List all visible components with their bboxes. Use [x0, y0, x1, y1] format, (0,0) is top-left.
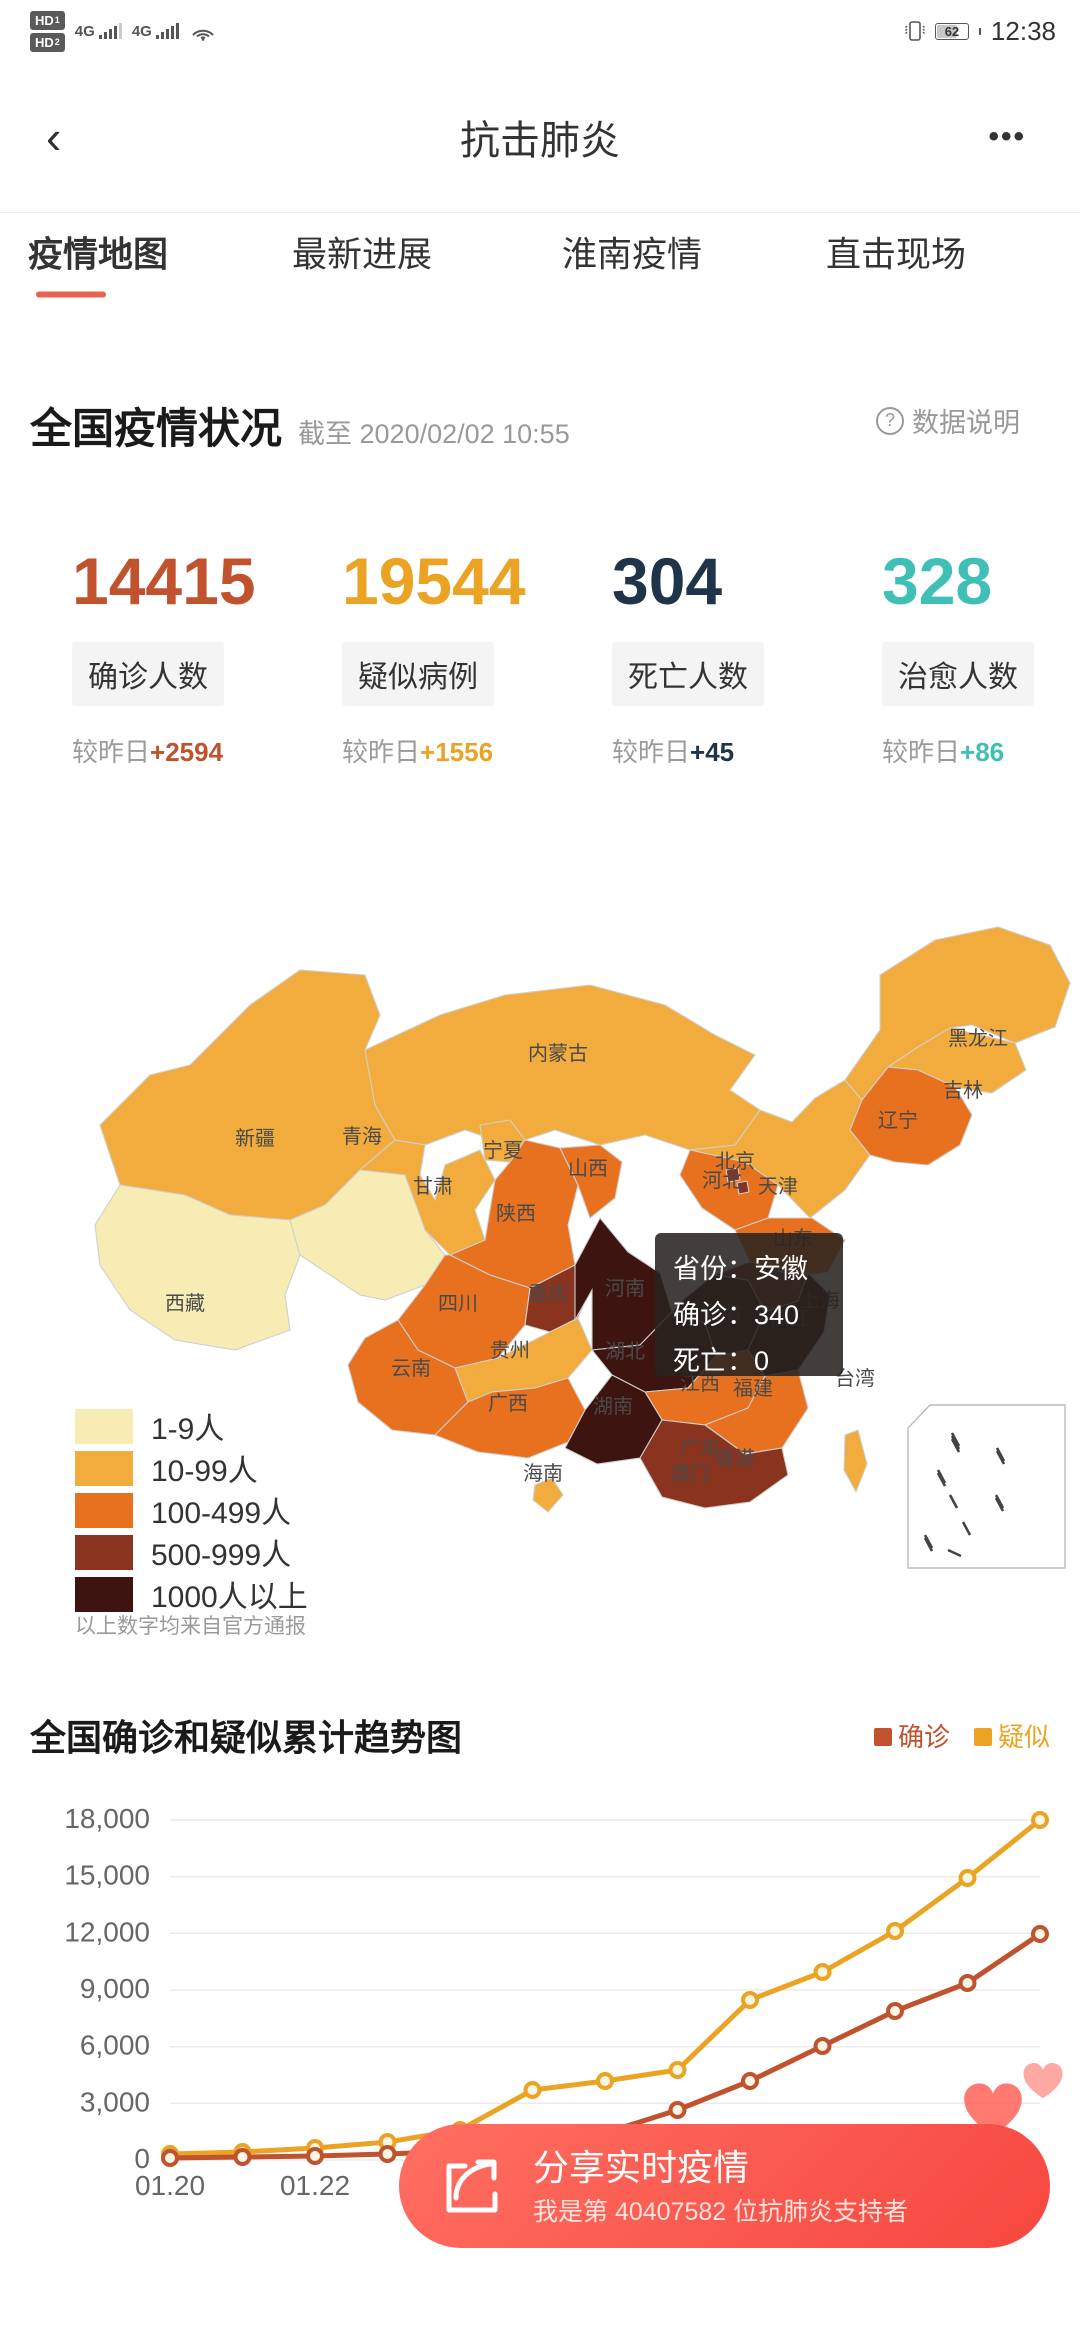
svg-text:河南: 河南	[605, 1277, 645, 1300]
svg-text:重庆: 重庆	[528, 1282, 568, 1305]
svg-text:贵州: 贵州	[490, 1339, 530, 1362]
svg-text:天津: 天津	[758, 1175, 798, 1198]
svg-text:青海: 青海	[342, 1125, 382, 1148]
svg-text:辽宁: 辽宁	[878, 1109, 918, 1132]
svg-text:陕西: 陕西	[496, 1202, 536, 1225]
svg-text:香港: 香港	[715, 1447, 755, 1470]
svg-text:北京: 北京	[715, 1150, 755, 1173]
svg-text:15,000: 15,000	[64, 1860, 150, 1891]
svg-text:01.22: 01.22	[280, 2170, 350, 2201]
svg-text:9,000: 9,000	[80, 1973, 150, 2004]
svg-text:宁夏: 宁夏	[483, 1139, 523, 1162]
svg-text:内蒙古: 内蒙古	[528, 1042, 588, 1065]
svg-text:18,000: 18,000	[64, 1803, 150, 1834]
svg-text:澳门: 澳门	[670, 1462, 710, 1485]
svg-text:甘肃: 甘肃	[413, 1175, 453, 1198]
svg-text:西藏: 西藏	[165, 1292, 205, 1315]
svg-text:广东: 广东	[680, 1437, 720, 1460]
svg-text:云南: 云南	[391, 1357, 431, 1380]
svg-text:湖南: 湖南	[593, 1395, 633, 1418]
svg-text:新疆: 新疆	[235, 1127, 275, 1150]
svg-text:01.20: 01.20	[135, 2170, 205, 2201]
svg-text:四川: 四川	[438, 1293, 478, 1315]
svg-text:6,000: 6,000	[80, 2030, 150, 2061]
svg-text:12,000: 12,000	[64, 1916, 150, 1947]
svg-text:山西: 山西	[568, 1157, 608, 1180]
svg-text:黑龙江: 黑龙江	[948, 1027, 1008, 1050]
svg-text:吉林: 吉林	[943, 1079, 983, 1102]
svg-text:湖北: 湖北	[605, 1340, 645, 1363]
svg-text:3,000: 3,000	[80, 2086, 150, 2117]
